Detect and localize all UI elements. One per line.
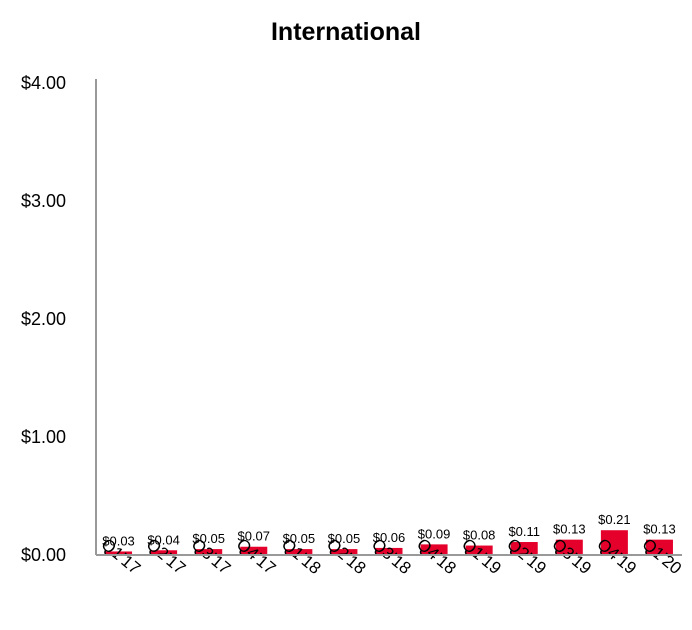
bars — [105, 530, 673, 555]
bar — [600, 530, 628, 555]
data-label: $0.21 — [598, 512, 631, 527]
data-label: $0.08 — [463, 528, 496, 543]
bar — [105, 551, 133, 555]
bar — [465, 545, 493, 555]
data-label: $0.05 — [328, 531, 361, 546]
bar — [645, 539, 673, 555]
bar — [330, 549, 358, 555]
data-label: $0.05 — [192, 531, 225, 546]
bar — [240, 546, 268, 555]
data-label: $0.11 — [508, 524, 540, 539]
bar — [420, 544, 448, 555]
data-label: $0.05 — [283, 531, 316, 546]
data-label: $0.03 — [102, 533, 135, 548]
data-labels: $0.03 $0.04 $0.05 $0.07 $0.05 $0.05 $0.06 $0.09… — [102, 512, 675, 548]
data-label: $0.07 — [237, 529, 270, 544]
x-tick-label: Q2'19 — [503, 535, 550, 578]
bar — [555, 539, 583, 555]
bar — [510, 542, 538, 555]
y-tick-label: $1.00 — [21, 427, 66, 447]
y-tick-label: $3.00 — [21, 191, 66, 211]
bar — [375, 547, 403, 555]
bar — [285, 549, 313, 555]
y-tick-label: $2.00 — [21, 309, 66, 329]
data-label: $0.06 — [373, 530, 406, 545]
data-label: $0.13 — [643, 522, 676, 537]
data-label: $0.09 — [418, 526, 451, 541]
y-tick-label: $0.00 — [21, 545, 66, 565]
data-label: $0.04 — [147, 532, 180, 547]
bar — [195, 549, 223, 555]
bar — [150, 550, 178, 555]
y-axis-ticks: $0.00 $1.00 $2.00 $3.00 $4.00 — [21, 73, 66, 565]
chart-title: International — [271, 18, 421, 46]
data-label: $0.13 — [553, 522, 586, 537]
y-tick-label: $4.00 — [21, 73, 66, 93]
